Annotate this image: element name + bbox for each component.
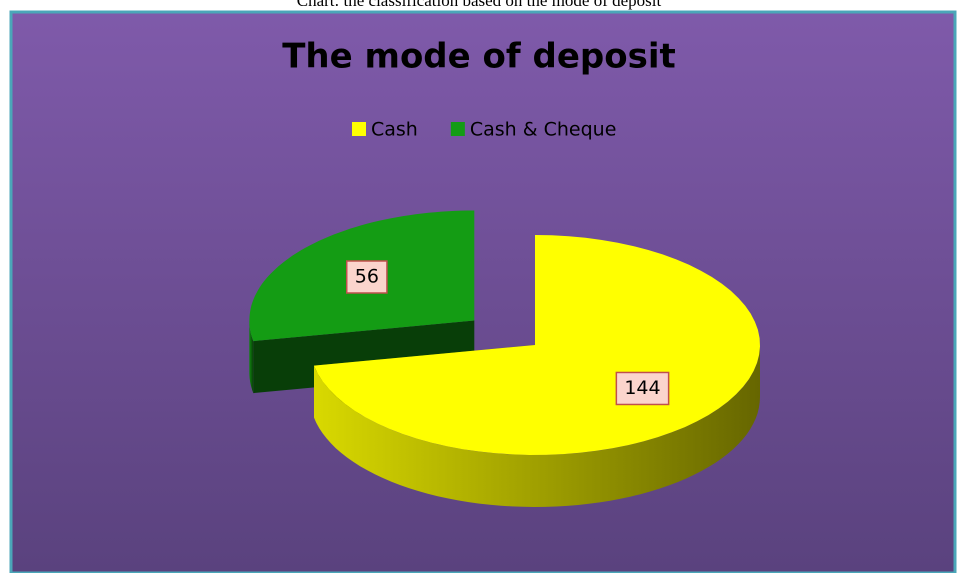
- data-label: 144: [624, 377, 660, 399]
- legend: Cash Cash & Cheque: [352, 119, 616, 141]
- data-label-box: [615, 371, 670, 406]
- legend-swatch: [352, 122, 366, 136]
- slice-wall: [314, 345, 760, 507]
- slice-wall: [249, 320, 254, 394]
- legend-label: Cash: [371, 119, 418, 141]
- chart-title: The mode of deposit: [282, 37, 676, 77]
- data-label: 56: [355, 265, 379, 287]
- data-label-box: [345, 260, 388, 294]
- legend-label: Cash & Cheque: [470, 119, 617, 141]
- caption: Chart: the classification based on the m…: [297, 0, 662, 10]
- legend-swatch: [450, 122, 465, 136]
- pie: 56 144: [249, 210, 760, 507]
